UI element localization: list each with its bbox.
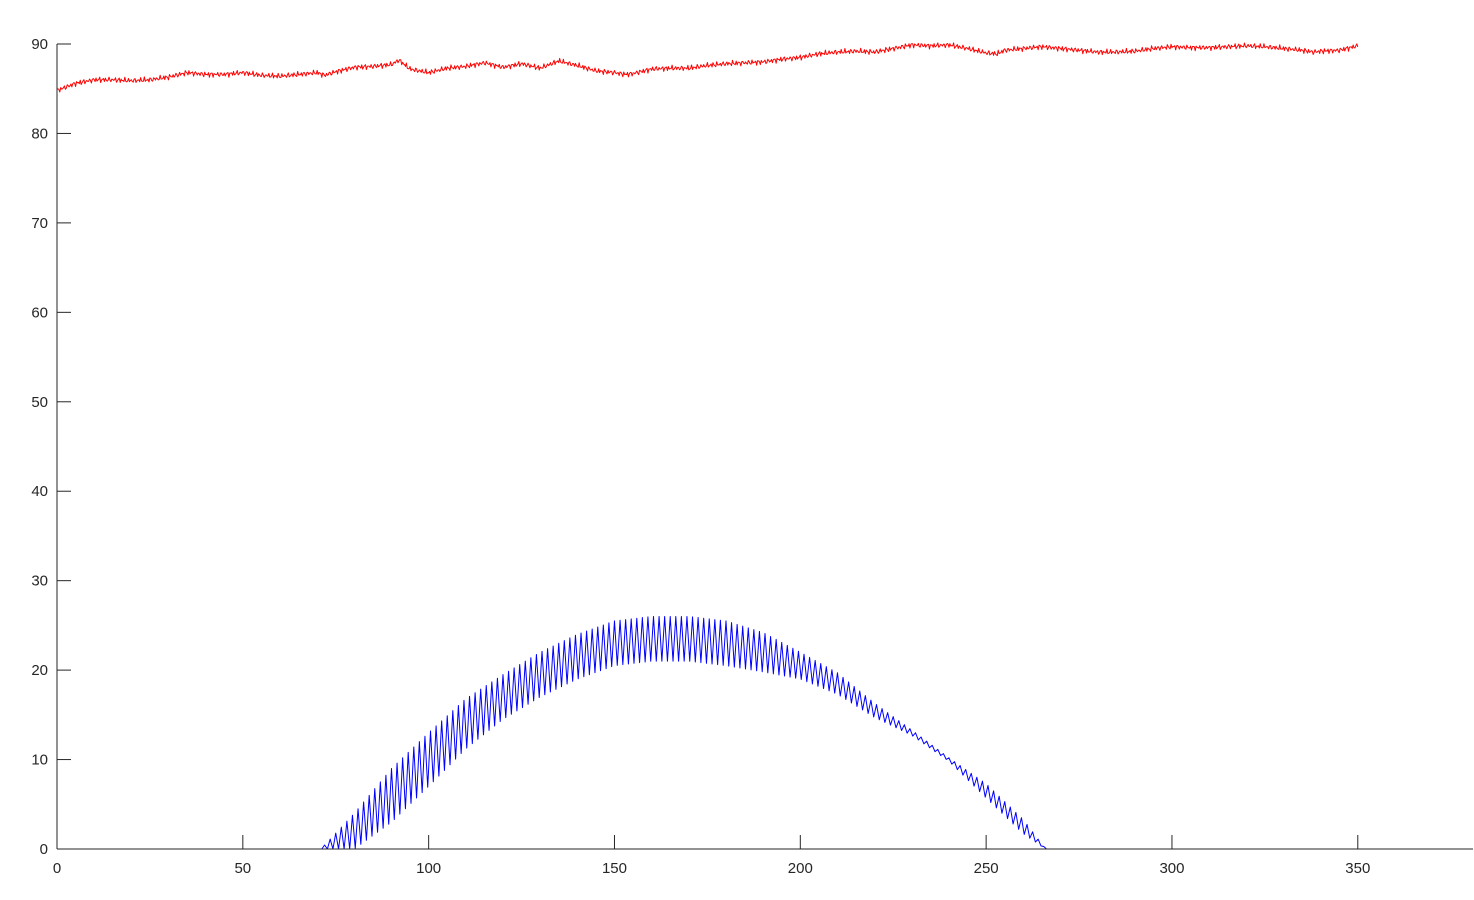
y-tick-label: 50 [31,394,48,411]
x-tick-label: 0 [53,860,61,877]
series-line-1 [56,42,1359,93]
y-tick-label: 0 [40,841,48,858]
x-tick-label: 350 [1345,860,1370,877]
y-tick-label: 40 [31,483,48,500]
y-tick-label: 70 [31,215,48,232]
y-tick-label: 30 [31,573,48,590]
x-tick-label: 150 [602,860,627,877]
x-tick-label: 200 [788,860,813,877]
y-tick-label: 10 [31,752,48,769]
y-tick-label: 20 [31,662,48,679]
y-tick-label: 80 [31,125,48,142]
y-tick-label: 90 [31,36,48,53]
x-tick-label: 300 [1159,860,1184,877]
x-tick-label: 100 [416,860,441,877]
y-tick-label: 60 [31,304,48,321]
x-tick-label: 250 [974,860,999,877]
x-tick-label: 50 [234,860,251,877]
tick-layer: 0 50 100 150 200 250 300 350 0 10 20 30 40 50 60 70 80 90 [31,36,1370,877]
